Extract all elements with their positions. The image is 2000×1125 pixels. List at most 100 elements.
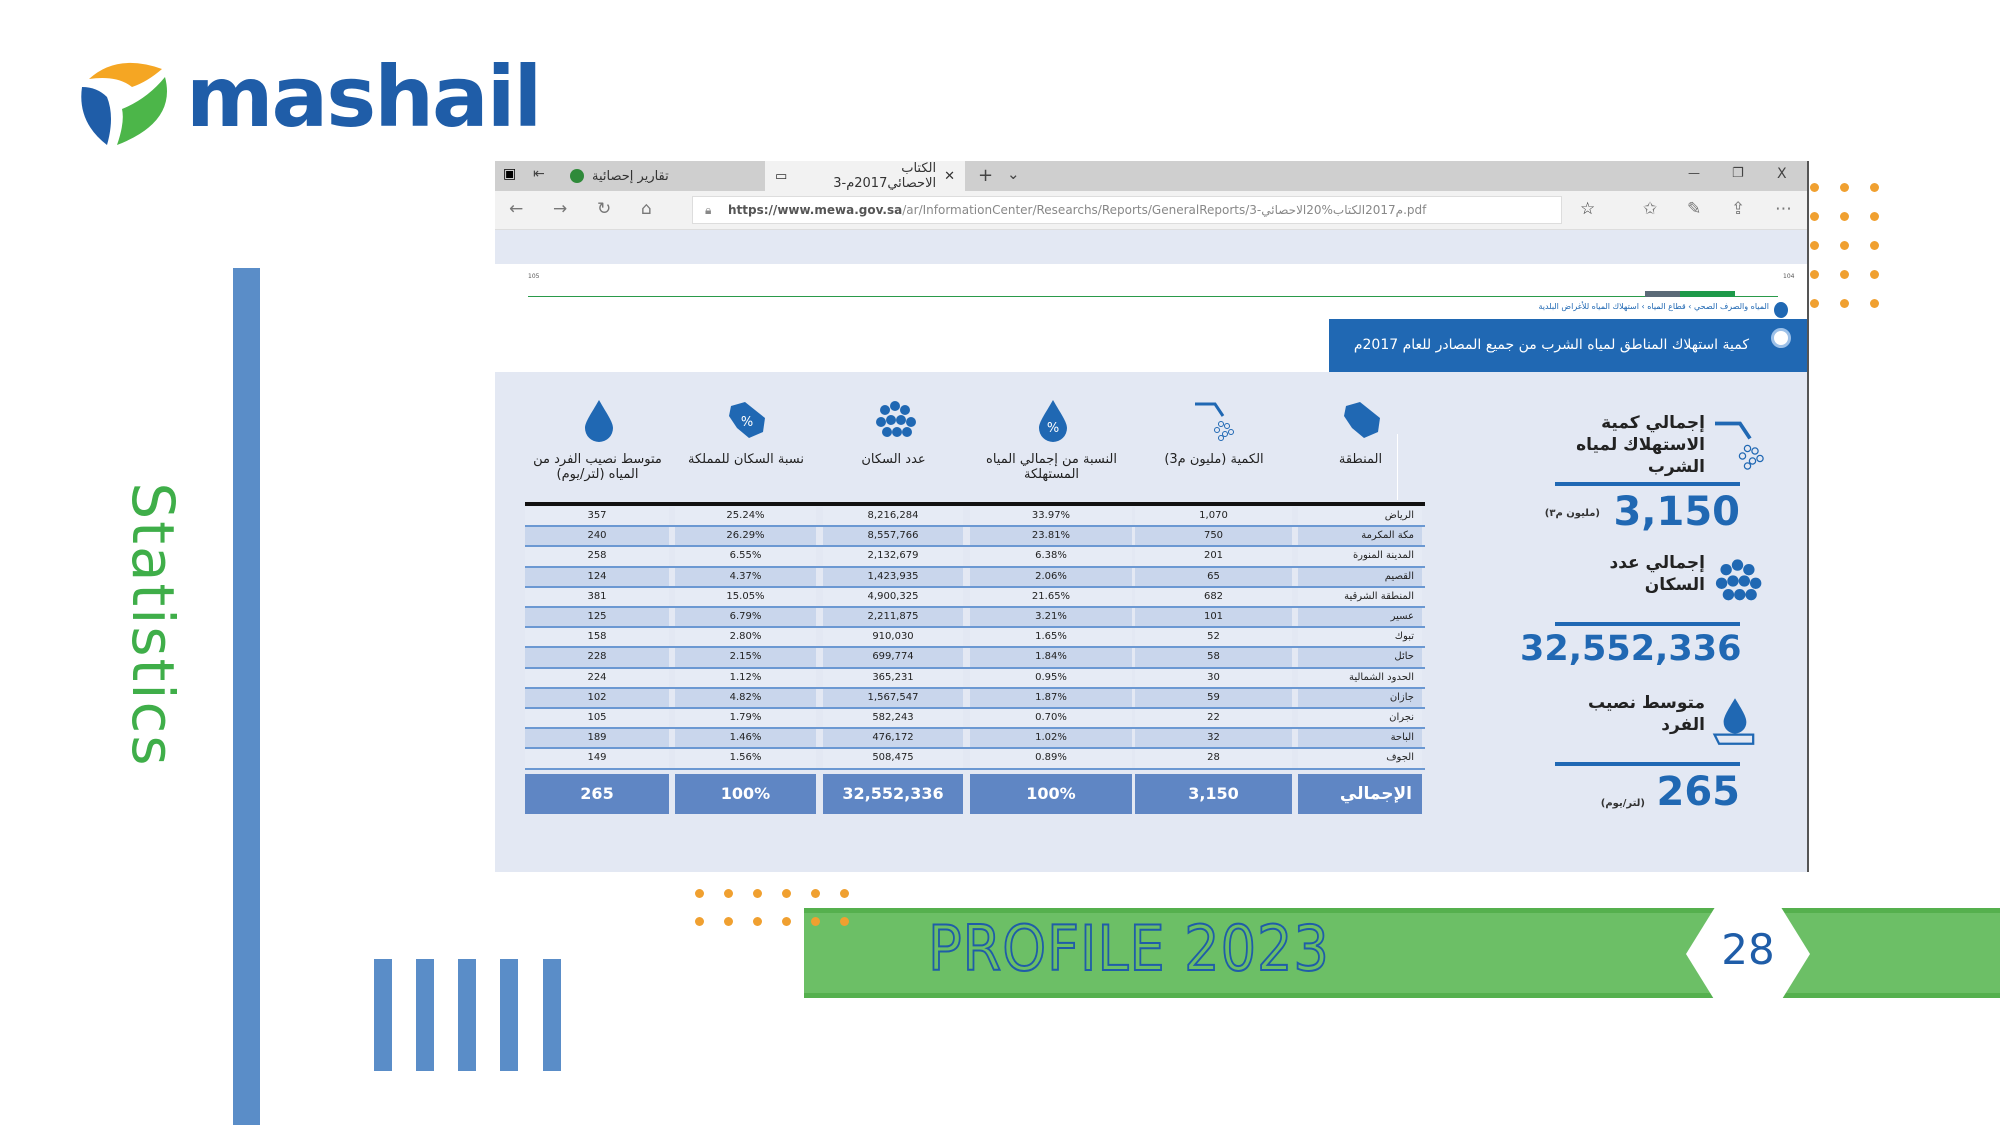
header-rule [528, 296, 1778, 297]
table-cell: 30 [1135, 668, 1292, 687]
tab-actions-icon[interactable]: ▣ [503, 166, 517, 182]
tab-statistical-book[interactable]: ✕ الكتاب الاحصائي2017م-3 ▭ [765, 161, 965, 191]
people-icon [873, 398, 917, 442]
header-rule [525, 502, 1425, 506]
table-row: 158 2.80% 910,030 1.65% 52 تبوك [525, 628, 1425, 649]
dot [695, 889, 704, 898]
table-cell: 6.79% [675, 608, 816, 627]
url-input[interactable]: 🔒︎ https://www.mewa.gov.sa/ar/Informatio… [692, 196, 1562, 224]
table-cell: 2.06% [970, 567, 1132, 586]
logo-mark-icon [81, 62, 167, 145]
side-accent-bar [233, 268, 260, 1125]
table-cell: 6.55% [675, 547, 816, 566]
shower-icon [1710, 416, 1770, 471]
back-button[interactable]: ← [509, 199, 524, 219]
minimize-button[interactable]: — [1688, 166, 1700, 180]
profile-title: PROFILE 2023 [927, 911, 1330, 986]
table-cell: الرياض [1298, 507, 1422, 526]
table-cell: مكة المكرمة [1298, 527, 1422, 546]
total-cell: الإجمالي [1298, 773, 1422, 814]
close-tab-icon[interactable]: ✕ [944, 168, 955, 184]
header-divider [1397, 434, 1398, 500]
set-aside-tabs-icon[interactable]: ⇤ [533, 166, 545, 182]
table-cell: 52 [1135, 628, 1292, 647]
table-cell: 1.87% [970, 688, 1132, 707]
dot [840, 917, 849, 926]
url-path: /ar/InformationCenter/Researchs/Reports/… [902, 203, 1427, 217]
refresh-button[interactable]: ↻ [597, 199, 612, 219]
table-row: 258 6.55% 2,132,679 6.38% 201 المدينة المنورة [525, 547, 1425, 568]
decor-bar [374, 959, 392, 1071]
close-window-button[interactable]: X [1777, 166, 1787, 182]
dot [782, 889, 791, 898]
table-cell: 2,211,875 [823, 608, 963, 627]
table-row: 381 15.05% 4,900,325 21.65% 682 المنطقة الشرق… [525, 587, 1425, 608]
water-drop-icon [1774, 302, 1788, 318]
table-cell: 381 [525, 587, 669, 606]
table-cell: عسير [1298, 608, 1422, 627]
people-icon [1710, 556, 1770, 611]
svg-text:%: % [741, 415, 753, 430]
restore-button[interactable]: ❐ [1732, 166, 1744, 181]
tab-reports[interactable]: تقارير إحصائية [560, 161, 760, 191]
table-cell: 21.65% [970, 587, 1132, 606]
dot [1840, 299, 1849, 308]
share-icon[interactable]: ⇪ [1731, 199, 1746, 219]
consumption-table: متوسط نصيب الفرد من المياه (لتر/يوم)% نسب… [525, 372, 1425, 872]
summary-panel: إجمالي كمية الاستهلاك لمياه الشرب 3,150 (م… [1520, 372, 1780, 872]
summary-label: متوسط نصيب الفرد [1587, 693, 1705, 735]
shower-icon [1193, 398, 1237, 442]
table-cell: 58 [1135, 648, 1292, 667]
favorite-star-icon[interactable]: ☆ [1580, 199, 1596, 219]
dot [811, 917, 820, 926]
table-cell: 240 [525, 527, 669, 546]
list-icon [1771, 328, 1791, 348]
table-row: 357 25.24% 8,216,284 33.97% 1,070 الرياض [525, 507, 1425, 528]
table-cell: 357 [525, 507, 669, 526]
table-cell: 6.38% [970, 547, 1132, 566]
table-cell: 25.24% [675, 507, 816, 526]
pen-notes-icon[interactable]: ✎ [1687, 199, 1702, 219]
table-row: 125 6.79% 2,211,875 3.21% 101 عسير [525, 608, 1425, 629]
favorites-list-icon[interactable]: ✩ [1643, 199, 1658, 219]
dot [811, 889, 820, 898]
table-cell: 1.65% [970, 628, 1132, 647]
water-hand-icon [1710, 696, 1770, 751]
new-tab-button[interactable]: + [978, 165, 994, 186]
table-cell: 699,774 [823, 648, 963, 667]
table-cell: 32 [1135, 729, 1292, 748]
forward-button[interactable]: → [553, 199, 568, 219]
map-percent-icon: % [725, 398, 769, 442]
tab-list-button[interactable]: ⌄ [1007, 165, 1020, 183]
header-accent-green [1680, 291, 1735, 297]
table-cell: المنطقة الشرقية [1298, 587, 1422, 606]
table-cell: 4.82% [675, 688, 816, 707]
home-button[interactable]: ⌂ [641, 199, 652, 219]
saudi-map-icon [1340, 398, 1384, 442]
table-cell: 682 [1135, 587, 1292, 606]
table-title-box: كمية استهلاك المناطق لمياه الشرب من جميع… [1329, 319, 1807, 372]
decor-bar [458, 959, 476, 1071]
pdf-page-header: 105 104 المياه والصرف الصحي › قطاع الميا… [495, 264, 1807, 372]
column-header: نسبة السكان للمملكة [688, 452, 804, 467]
more-menu-icon[interactable]: ⋯ [1775, 199, 1792, 219]
table-cell: 476,172 [823, 729, 963, 748]
dot [1810, 183, 1819, 192]
table-cell: الجوف [1298, 749, 1422, 768]
address-bar-row: ← → ↻ ⌂ 🔒︎ https://www.mewa.gov.sa/ar/In… [495, 191, 1807, 230]
dot [1810, 212, 1819, 221]
total-cell: 265 [525, 773, 669, 814]
logo-text: mashail [186, 48, 542, 146]
table-cell: 59 [1135, 688, 1292, 707]
table-cell: 258 [525, 547, 669, 566]
section-label: Statistics [119, 482, 187, 768]
table-cell: القصيم [1298, 567, 1422, 586]
table-cell: 508,475 [823, 749, 963, 768]
table-row: 124 4.37% 1,423,935 2.06% 65 القصيم [525, 567, 1425, 588]
table-cell: الباحة [1298, 729, 1422, 748]
total-cell: 100% [970, 773, 1132, 814]
table-cell: 0.70% [970, 709, 1132, 728]
dot [1840, 241, 1849, 250]
page-icon: ▭ [775, 168, 788, 184]
table-cell: 1.84% [970, 648, 1132, 667]
